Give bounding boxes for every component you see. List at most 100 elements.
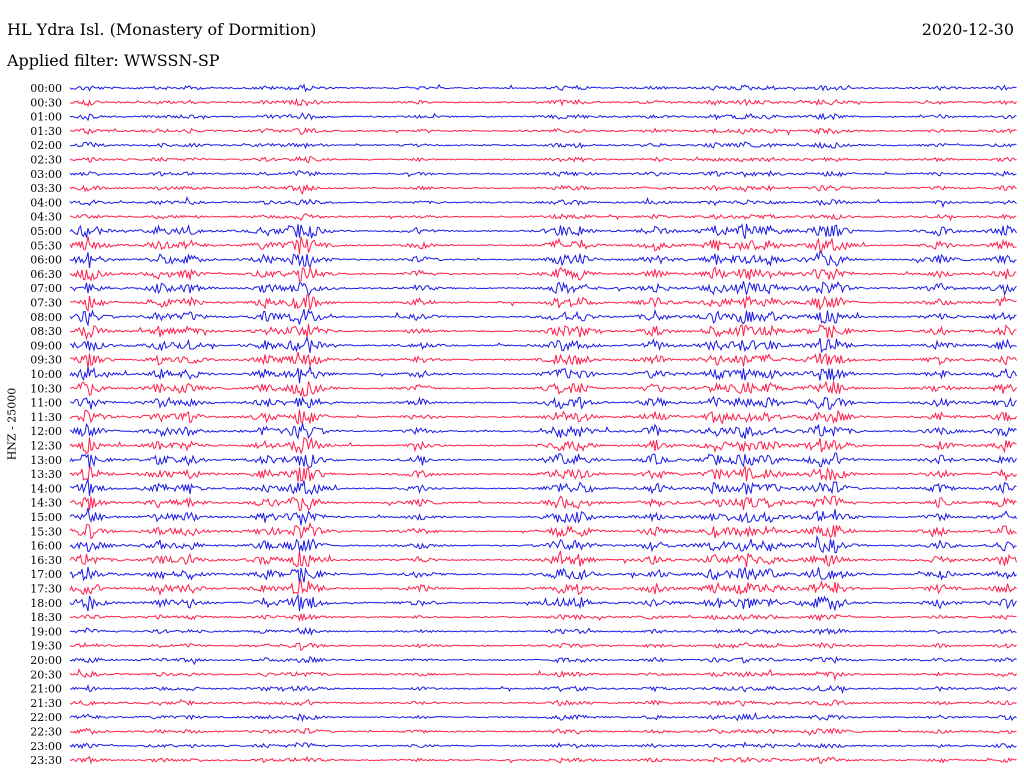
time-tick-label: 09:00 bbox=[30, 339, 62, 352]
trace-row bbox=[69, 550, 1017, 568]
trace-row bbox=[69, 727, 1017, 736]
time-tick-label: 02:30 bbox=[30, 154, 62, 167]
time-tick-label: 20:00 bbox=[30, 654, 62, 667]
trace-row bbox=[69, 755, 1017, 765]
time-tick-label: 10:00 bbox=[30, 368, 62, 381]
trace-row bbox=[69, 395, 1017, 410]
time-tick-label: 18:00 bbox=[30, 597, 62, 610]
trace-row bbox=[69, 436, 1017, 455]
trace-row bbox=[69, 236, 1017, 255]
time-tick-label: 00:00 bbox=[30, 82, 62, 95]
time-tick-label: 15:30 bbox=[30, 525, 62, 538]
time-tick-label: 03:00 bbox=[30, 168, 62, 181]
trace-row bbox=[69, 641, 1017, 652]
trace-row bbox=[69, 668, 1017, 682]
station-title: HL Ydra Isl. (Monastery of Dormition) bbox=[7, 20, 317, 39]
trace-row bbox=[69, 294, 1017, 312]
trace-row bbox=[69, 521, 1017, 540]
time-tick-label: 11:00 bbox=[30, 397, 62, 410]
time-tick-label: 16:00 bbox=[30, 540, 62, 553]
time-tick-label: 12:30 bbox=[30, 440, 62, 453]
trace-row bbox=[69, 655, 1017, 666]
time-tick-label: 00:30 bbox=[30, 96, 62, 109]
time-tick-label: 07:00 bbox=[30, 282, 62, 295]
trace-row bbox=[69, 465, 1017, 482]
trace-row bbox=[69, 684, 1017, 695]
trace-row bbox=[69, 323, 1017, 341]
trace-row bbox=[69, 265, 1017, 282]
trace-row bbox=[69, 495, 1017, 511]
time-tick-label: 16:30 bbox=[30, 554, 62, 567]
time-tick-label: 23:30 bbox=[30, 754, 62, 767]
trace-row bbox=[69, 155, 1017, 164]
trace-row bbox=[69, 741, 1017, 750]
trace-row bbox=[69, 534, 1017, 554]
trace-row bbox=[69, 213, 1017, 222]
trace-row bbox=[69, 626, 1017, 636]
time-tick-label: 10:30 bbox=[30, 382, 62, 395]
trace-row bbox=[70, 141, 1017, 150]
trace-row bbox=[69, 422, 1017, 440]
trace-row bbox=[69, 223, 1017, 240]
time-tick-label: 14:30 bbox=[30, 497, 62, 510]
time-tick-label: 22:00 bbox=[30, 711, 62, 724]
time-tick-label: 12:00 bbox=[30, 425, 62, 438]
trace-row bbox=[69, 711, 1017, 723]
date-label: 2020-12-30 bbox=[921, 20, 1014, 39]
trace-row bbox=[69, 308, 1017, 327]
time-tick-label: 05:30 bbox=[30, 239, 62, 252]
trace-row bbox=[69, 169, 1017, 178]
time-tick-label: 06:00 bbox=[30, 254, 62, 267]
time-tick-label: 11:30 bbox=[30, 411, 62, 424]
time-tick-label: 23:00 bbox=[30, 740, 62, 753]
trace-row bbox=[69, 336, 1017, 354]
time-tick-label: 09:30 bbox=[30, 354, 62, 367]
trace-row bbox=[70, 127, 1017, 136]
trace-row bbox=[69, 612, 1017, 623]
time-tick-label: 08:00 bbox=[30, 311, 62, 324]
filter-label: Applied filter: WWSSN-SP bbox=[7, 51, 220, 70]
time-tick-label: 14:00 bbox=[30, 482, 62, 495]
trace-row bbox=[69, 579, 1017, 597]
time-tick-label: 03:30 bbox=[30, 182, 62, 195]
trace-row bbox=[69, 97, 1017, 108]
trace-row bbox=[69, 593, 1017, 612]
time-tick-label: 02:00 bbox=[30, 139, 62, 152]
time-tick-label: 15:00 bbox=[30, 511, 62, 524]
time-tick-label: 18:30 bbox=[30, 611, 62, 624]
time-tick-label: 04:00 bbox=[30, 196, 62, 209]
trace-row bbox=[69, 380, 1017, 398]
time-tick-label: 08:30 bbox=[30, 325, 62, 338]
time-tick-label: 17:00 bbox=[30, 568, 62, 581]
time-tick-label: 04:30 bbox=[30, 211, 62, 224]
time-tick-label: 01:30 bbox=[30, 125, 62, 138]
trace-row bbox=[69, 507, 1017, 526]
trace-row bbox=[69, 112, 1017, 122]
time-tick-label: 21:30 bbox=[30, 697, 62, 710]
time-tick-label: 22:30 bbox=[30, 726, 62, 739]
trace-row bbox=[69, 566, 1017, 584]
time-tick-label: 21:00 bbox=[30, 683, 62, 696]
trace-row bbox=[69, 196, 1017, 209]
trace-row bbox=[69, 281, 1017, 298]
time-tick-label: 13:00 bbox=[30, 454, 62, 467]
trace-row bbox=[69, 351, 1017, 369]
time-tick-label: 07:30 bbox=[30, 297, 62, 310]
time-tick-label: 19:00 bbox=[30, 625, 62, 638]
time-tick-label: 20:30 bbox=[30, 668, 62, 681]
trace-row bbox=[69, 452, 1017, 469]
trace-row bbox=[69, 698, 1017, 707]
trace-row bbox=[69, 366, 1017, 384]
time-tick-label: 19:30 bbox=[30, 640, 62, 653]
time-tick-label: 13:30 bbox=[30, 468, 62, 481]
trace-group bbox=[69, 83, 1017, 765]
time-tick-label: 06:30 bbox=[30, 268, 62, 281]
trace-row bbox=[69, 477, 1017, 496]
trace-row bbox=[69, 183, 1017, 195]
trace-row bbox=[69, 250, 1017, 270]
time-tick-label: 05:00 bbox=[30, 225, 62, 238]
time-tick-label: 17:30 bbox=[30, 583, 62, 596]
time-tick-label: 01:00 bbox=[30, 111, 62, 124]
